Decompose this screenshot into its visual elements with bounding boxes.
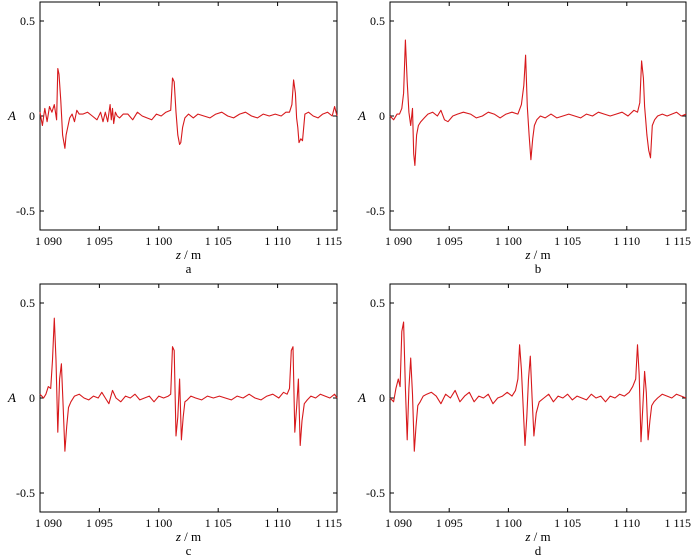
y-tick-label: -0.5 bbox=[366, 204, 385, 218]
x-tick-label: 1 095 bbox=[86, 516, 113, 530]
panel-label: b bbox=[535, 261, 542, 276]
plot-frame bbox=[389, 283, 687, 513]
x-tick-label: 1 105 bbox=[554, 234, 581, 248]
x-tick-label: 1 090 bbox=[35, 234, 62, 248]
chart-panel-a: 1 090 1 095 1 100 1 105 1 110 1 115 0.5 0 -0.5 Az… bbox=[7, 1, 342, 276]
y-tick-label: 0.5 bbox=[20, 14, 35, 28]
x-tick-label: 1 105 bbox=[205, 516, 232, 530]
x-tick-label: 1 110 bbox=[264, 234, 291, 248]
x-tick-label: 1 095 bbox=[436, 516, 463, 530]
x-axis-unit: / m bbox=[181, 529, 201, 544]
y-axis-label: A bbox=[357, 390, 366, 405]
x-tick-label: 1 090 bbox=[35, 516, 62, 530]
x-axis-variable: z bbox=[524, 247, 530, 262]
x-axis-variable: z bbox=[175, 247, 181, 262]
y-tick-label: -0.5 bbox=[366, 486, 385, 500]
y-tick-label: 0 bbox=[29, 109, 35, 123]
x-axis-unit: / m bbox=[530, 247, 550, 262]
series-line bbox=[39, 317, 338, 452]
panel-label: c bbox=[186, 543, 192, 556]
chart-panel-c: 1 090 1 095 1 100 1 105 1 110 1 115 0.5 0 -0.5 Az… bbox=[7, 283, 342, 556]
x-tick-label: 1 100 bbox=[495, 234, 522, 248]
x-tick-label: 1 110 bbox=[264, 516, 291, 530]
series-line bbox=[389, 321, 687, 452]
x-tick-label: 1 115 bbox=[664, 234, 691, 248]
x-axis-label: z / m bbox=[524, 529, 550, 544]
x-tick-label: 1 105 bbox=[554, 516, 581, 530]
x-tick-label: 1 100 bbox=[145, 234, 172, 248]
x-tick-label: 1 115 bbox=[315, 234, 342, 248]
x-tick-label: 1 090 bbox=[385, 516, 412, 530]
x-axis-unit: / m bbox=[530, 529, 550, 544]
x-axis-label: z / m bbox=[175, 247, 201, 262]
series-line bbox=[389, 39, 687, 166]
chart-panel-b: 1 090 1 095 1 100 1 105 1 110 1 115 0.5 0 -0.5 Az… bbox=[357, 1, 691, 276]
x-tick-label: 1 115 bbox=[664, 516, 691, 530]
series-line bbox=[39, 67, 338, 149]
plot-frame bbox=[389, 1, 687, 231]
y-tick-label: 0 bbox=[379, 391, 385, 405]
panel-label: a bbox=[186, 261, 192, 276]
y-tick-label: -0.5 bbox=[16, 486, 35, 500]
y-tick-label: -0.5 bbox=[16, 204, 35, 218]
chart-panel-d: 1 090 1 095 1 100 1 105 1 110 1 115 0.5 0 -0.5 Az… bbox=[357, 283, 691, 556]
y-tick-label: 0.5 bbox=[370, 296, 385, 310]
x-tick-label: 1 095 bbox=[86, 234, 113, 248]
x-axis-unit: / m bbox=[181, 247, 201, 262]
x-tick-label: 1 110 bbox=[614, 516, 641, 530]
x-tick-label: 1 100 bbox=[145, 516, 172, 530]
x-tick-label: 1 090 bbox=[385, 234, 412, 248]
y-axis-label: A bbox=[357, 108, 366, 123]
x-tick-label: 1 110 bbox=[614, 234, 641, 248]
x-axis-variable: z bbox=[524, 529, 530, 544]
y-tick-label: 0 bbox=[29, 391, 35, 405]
x-tick-label: 1 095 bbox=[436, 234, 463, 248]
x-tick-label: 1 115 bbox=[315, 516, 342, 530]
y-tick-label: 0.5 bbox=[20, 296, 35, 310]
x-tick-label: 1 105 bbox=[205, 234, 232, 248]
x-tick-label: 1 100 bbox=[495, 516, 522, 530]
x-axis-label: z / m bbox=[175, 529, 201, 544]
panel-label: d bbox=[535, 543, 542, 556]
y-tick-label: 0.5 bbox=[370, 14, 385, 28]
plot-frame bbox=[39, 1, 338, 231]
x-axis-variable: z bbox=[175, 529, 181, 544]
y-axis-label: A bbox=[7, 108, 16, 123]
y-axis-label: A bbox=[7, 390, 16, 405]
x-axis-label: z / m bbox=[524, 247, 550, 262]
y-tick-label: 0 bbox=[379, 109, 385, 123]
